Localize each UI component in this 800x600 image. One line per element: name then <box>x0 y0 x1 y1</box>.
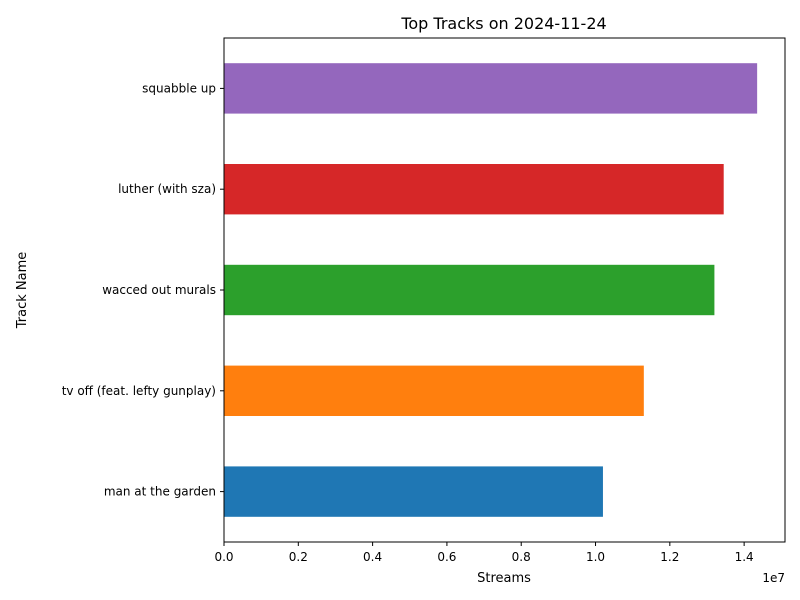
x-tick-label-0: 0.0 <box>214 550 233 564</box>
x-tick-label-3: 0.6 <box>437 550 456 564</box>
plot-frame <box>223 37 786 543</box>
y-tick-label-2: wacced out murals <box>102 283 216 297</box>
bar-0 <box>224 466 603 517</box>
y-axis-label: Track Name <box>15 252 30 330</box>
x-tick-label-2: 0.4 <box>363 550 382 564</box>
x-axis-ticks: 0.0 0.2 0.4 0.6 0.8 1.0 1.2 1.4 <box>214 542 754 564</box>
x-tick-label-1: 0.2 <box>289 550 308 564</box>
x-tick-label-7: 1.4 <box>735 550 754 564</box>
x-tick-label-6: 1.2 <box>660 550 679 564</box>
y-axis-ticks: man at the garden tv off (feat. lefty gun… <box>62 81 224 499</box>
y-tick-label-1: tv off (feat. lefty gunplay) <box>62 384 216 398</box>
bar-1 <box>224 365 644 416</box>
bar-2 <box>224 264 715 316</box>
bars-group <box>224 63 758 517</box>
x-tick-label-5: 1.0 <box>586 550 605 564</box>
x-axis-label: Streams <box>477 571 531 586</box>
x-tick-label-4: 0.8 <box>512 550 531 564</box>
y-tick-label-4: squabble up <box>142 81 216 95</box>
y-tick-label-0: man at the garden <box>104 485 216 499</box>
chart-title: Top Tracks on 2024-11-24 <box>400 14 606 33</box>
bar-4 <box>224 63 758 114</box>
y-tick-label-3: luther (with sza) <box>118 182 216 196</box>
x-axis-offset-label: 1e7 <box>762 571 785 585</box>
bar-3 <box>224 164 724 215</box>
